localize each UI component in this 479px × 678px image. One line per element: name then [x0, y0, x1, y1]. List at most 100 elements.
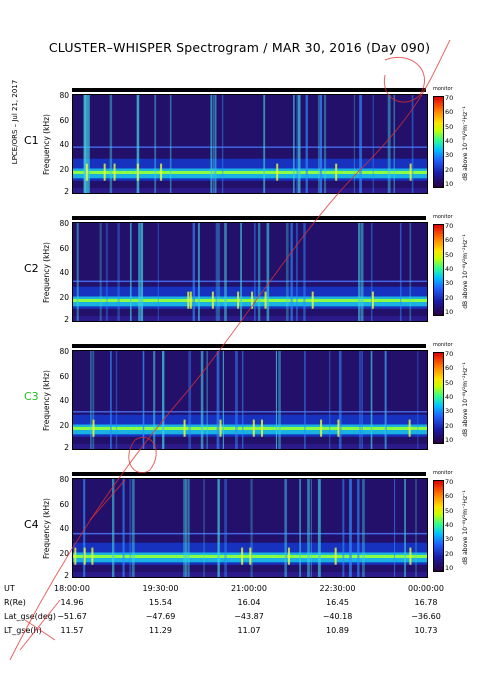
intense-burst — [83, 547, 86, 565]
spectrogram-c1 — [72, 94, 428, 194]
spectral-spike — [198, 223, 200, 321]
spectral-spike — [254, 223, 256, 321]
intense-burst — [311, 291, 314, 309]
upper-emission-line — [73, 280, 427, 283]
spectral-spike — [417, 351, 419, 449]
spectral-spike — [387, 95, 391, 193]
spectral-spike — [372, 95, 375, 193]
spectral-spike — [210, 95, 213, 193]
y-tick-label: 40 — [59, 140, 69, 150]
spectrogram-image — [73, 479, 427, 577]
ephemeris-value: 11.29 — [149, 626, 172, 635]
spectral-spike — [285, 479, 288, 577]
colorbar-tick-label: 60 — [445, 236, 454, 245]
spectral-spike — [318, 95, 320, 193]
spectral-spike — [298, 95, 301, 193]
spectral-spike — [307, 479, 310, 577]
colorbar-tick-label: 70 — [445, 222, 454, 230]
colorbar-note: monitor — [433, 214, 453, 220]
spectral-spike — [310, 479, 312, 577]
upper-emission-line — [73, 532, 427, 535]
spectrogram-c4 — [72, 478, 428, 578]
spectral-spike — [349, 479, 352, 577]
spectral-spike — [415, 479, 417, 577]
spectral-spike — [188, 351, 192, 449]
spectral-spike — [296, 223, 298, 321]
colorbar-tick-label: 10 — [445, 180, 454, 188]
spectral-spike — [115, 351, 118, 449]
colorbar-tick-label: 10 — [445, 308, 454, 316]
ephemeris-value: 16.45 — [326, 598, 349, 607]
intense-burst — [249, 547, 252, 565]
spectral-spike — [200, 351, 204, 449]
spectral-spike — [111, 479, 115, 577]
spectral-spike — [358, 223, 361, 321]
spectral-spike — [329, 351, 331, 449]
spectral-spike — [99, 223, 102, 321]
intense-burst — [160, 163, 163, 181]
spectral-spike — [357, 479, 360, 577]
y-axis-label: Frequency (kHz) — [41, 370, 51, 431]
y-axis-label: Frequency (kHz) — [41, 114, 51, 175]
ephemeris-value: 14.96 — [60, 598, 84, 607]
x-tick-label: 21:00:00 — [231, 584, 267, 593]
spectral-spike — [399, 223, 402, 321]
y-tick-label: 60 — [59, 243, 69, 253]
intense-burst — [276, 163, 279, 181]
spectral-spike — [206, 351, 208, 449]
intense-burst — [287, 547, 290, 565]
mode-bar — [72, 472, 426, 476]
ephemeris-value: −47.69 — [145, 612, 176, 621]
y-tick-label: 40 — [59, 524, 69, 534]
spectral-spike — [290, 223, 293, 321]
spectral-spike — [319, 95, 323, 193]
spectral-spike — [105, 223, 108, 321]
spectrogram-image — [73, 351, 427, 449]
spectral-spike — [187, 479, 190, 577]
colorbar-tick-label: 60 — [445, 108, 454, 117]
spectral-spike — [221, 95, 224, 193]
y-tick-label: 80 — [59, 91, 69, 101]
x-tick-label: 00:00:00 — [408, 584, 444, 593]
colorbar-unit-label: dB above 10⁻⁸V²m⁻²Hz⁻¹ — [461, 106, 469, 181]
spectral-spike — [203, 479, 205, 577]
y-tick-label: 2 — [64, 187, 69, 196]
y-tick-label: 20 — [59, 164, 69, 174]
y-tick-label: 60 — [59, 371, 69, 381]
spectral-spike — [411, 95, 414, 193]
intense-burst — [187, 291, 190, 309]
spectral-spike — [154, 95, 157, 193]
spectral-spike — [153, 351, 156, 449]
ephemeris-value: 15.54 — [149, 598, 172, 607]
colorbar-tick-label: 50 — [445, 378, 454, 387]
spectral-spike — [409, 223, 412, 321]
spectral-spike — [404, 479, 406, 577]
mode-bar — [72, 88, 426, 92]
ephemeris-row-label: LT_gse(h) — [4, 626, 42, 635]
colorbar-unit-label: dB above 10⁻⁸V²m⁻²Hz⁻¹ — [461, 234, 469, 309]
bottom-band — [73, 572, 427, 577]
spectral-spike — [358, 351, 362, 449]
bottom-band — [73, 444, 427, 449]
intense-burst — [219, 419, 222, 437]
intense-burst — [91, 547, 94, 565]
spectral-spike — [110, 351, 112, 449]
ephemeris-row-label: UT — [4, 584, 15, 593]
colorbar-tick-label: 20 — [445, 421, 454, 430]
y-tick-label: 20 — [59, 548, 69, 558]
satellite-label: C4 — [24, 518, 39, 531]
spectral-spike — [394, 479, 396, 577]
ephemeris-value: 10.73 — [414, 626, 438, 635]
y-tick-label: 80 — [59, 347, 69, 357]
spectral-spike — [142, 351, 145, 449]
intense-burst — [335, 163, 338, 181]
intense-burst — [113, 163, 116, 181]
x-tick-label: 19:30:00 — [142, 584, 179, 593]
intense-burst — [260, 419, 263, 437]
colorbar-unit-label: dB above 10⁻⁸V²m⁻²Hz⁻¹ — [461, 490, 469, 565]
intense-burst — [337, 419, 340, 437]
spectral-spike — [359, 95, 363, 193]
ephemeris-value: 16.78 — [414, 598, 438, 607]
intense-burst — [252, 419, 255, 437]
spectral-spike — [117, 223, 120, 321]
